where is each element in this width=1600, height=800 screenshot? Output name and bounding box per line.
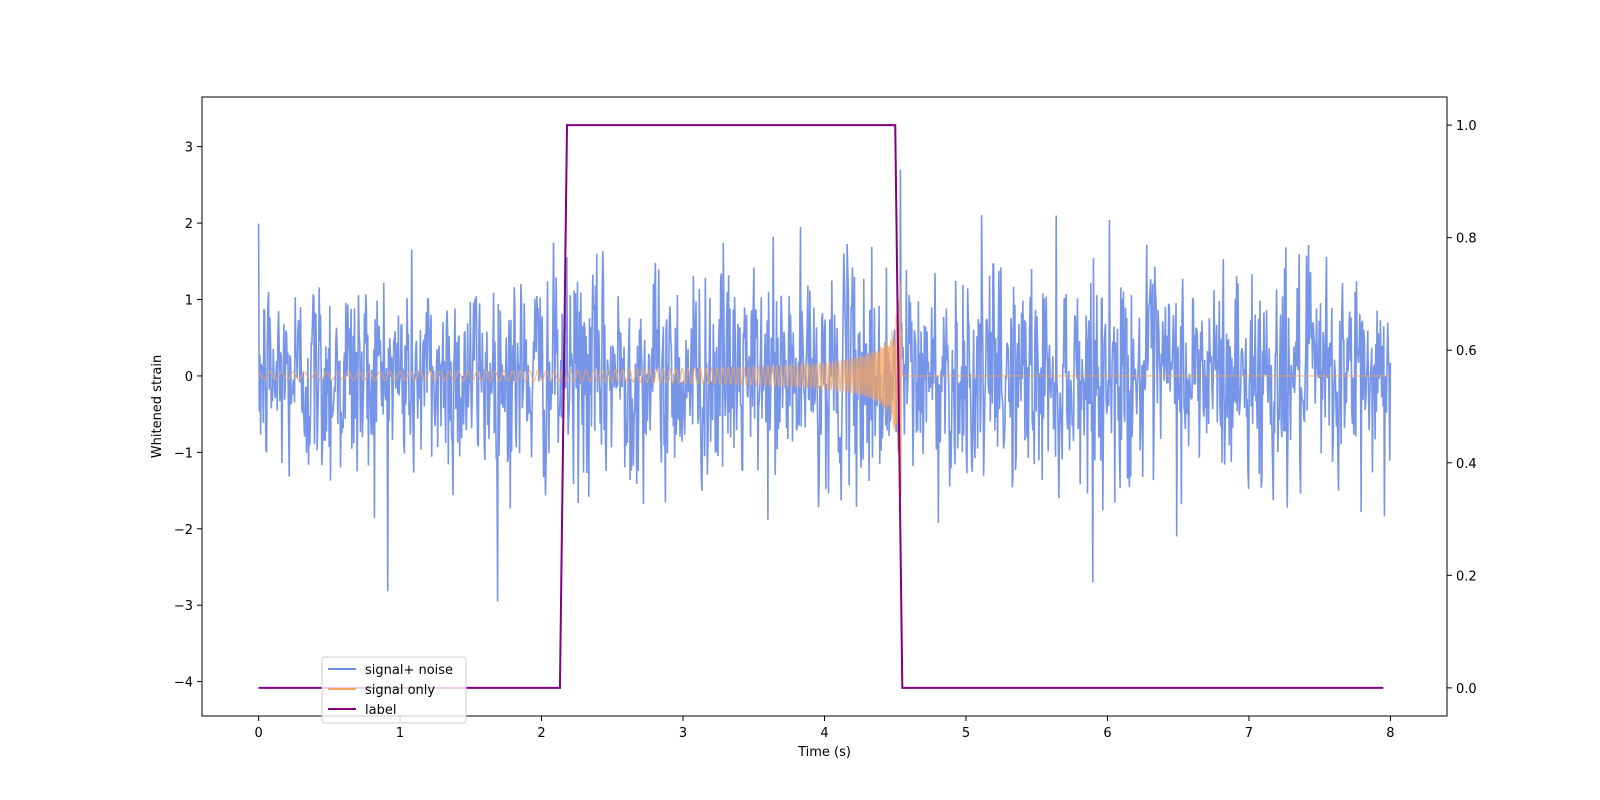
y-tick-label: −4 — [174, 676, 193, 691]
y2-tick-label: 0.6 — [1456, 344, 1477, 359]
series-label-line — [258, 124, 1384, 689]
x-tick-label: 1 — [396, 726, 404, 741]
y-tick-label: 2 — [185, 217, 193, 232]
x-tick-label: 5 — [962, 726, 970, 741]
y2-tick-label: 0.0 — [1456, 682, 1477, 697]
series-signal-only-line — [258, 281, 1391, 497]
x-tick-label: 2 — [537, 726, 545, 741]
x-axis-label: Time (s) — [797, 745, 851, 760]
legend-label: label — [365, 703, 396, 718]
x-tick-label: 8 — [1386, 726, 1394, 741]
legend-label: signal only — [365, 683, 435, 698]
y2-tick-label: 0.2 — [1456, 569, 1477, 584]
series-signal-noise-line — [257, 169, 1392, 602]
y-axis-label: Whitened strain — [150, 355, 165, 458]
x-tick-label: 3 — [679, 726, 687, 741]
y-tick-label: 3 — [185, 141, 193, 156]
legend: signal+ noise signal only label — [321, 656, 467, 724]
y-axis-ticks: 3 2 1 0 −1 −2 −3 −4 — [174, 141, 202, 691]
y2-axis-ticks: 0.0 0.2 0.4 0.6 0.8 1.0 — [1447, 119, 1477, 697]
legend-label: signal+ noise — [365, 663, 453, 678]
y-tick-label: 0 — [185, 370, 193, 385]
series-layer — [257, 124, 1392, 689]
x-tick-label: 0 — [254, 726, 262, 741]
y-tick-label: −1 — [174, 446, 193, 461]
legend-box — [321, 656, 467, 724]
x-tick-label: 4 — [820, 726, 828, 741]
x-tick-label: 6 — [1103, 726, 1111, 741]
y-tick-label: −3 — [174, 599, 193, 614]
x-tick-label: 7 — [1245, 726, 1253, 741]
y2-tick-label: 0.4 — [1456, 457, 1477, 472]
y-tick-label: 1 — [185, 294, 193, 309]
y2-tick-label: 0.8 — [1456, 232, 1477, 247]
y-tick-label: −2 — [174, 523, 193, 538]
x-axis-ticks: 0 1 2 3 4 5 6 7 8 — [254, 716, 1395, 741]
y2-tick-label: 1.0 — [1456, 119, 1477, 134]
